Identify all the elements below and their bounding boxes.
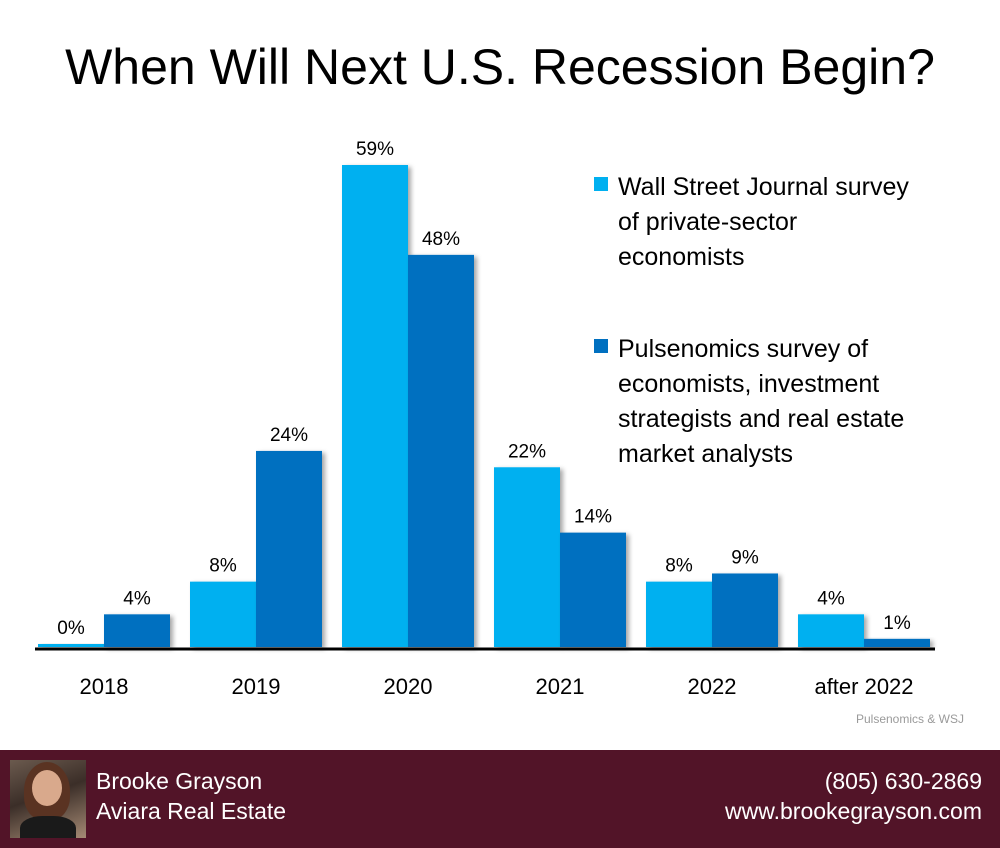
bar-after-2022-series-2 bbox=[864, 638, 930, 647]
chart-title: When Will Next U.S. Recession Begin? bbox=[65, 39, 935, 95]
legend-label-wsj: Wall Street Journal survey of private-se… bbox=[618, 170, 958, 275]
bar-2020-series-2 bbox=[408, 254, 474, 647]
bar-2019-series-1 bbox=[190, 581, 256, 647]
agent-photo bbox=[10, 760, 86, 838]
website-link[interactable]: www.brookegrayson.com bbox=[725, 798, 982, 824]
contact-footer: Brooke Grayson Aviara Real Estate (805) … bbox=[0, 750, 1000, 848]
legend-line: market analysts bbox=[618, 440, 794, 468]
legend-line: economists bbox=[618, 243, 745, 271]
source-note: Pulsenomics & WSJ bbox=[855, 712, 964, 726]
data-label: 59% bbox=[356, 139, 394, 160]
legend-swatch-wsj bbox=[594, 177, 608, 191]
x-tick-label: 2020 bbox=[384, 674, 433, 699]
legend-line: of private-sector bbox=[618, 208, 798, 236]
photo-body bbox=[20, 816, 76, 838]
legend-line: Wall Street Journal survey bbox=[618, 173, 909, 201]
bar-2019-series-2 bbox=[256, 450, 322, 647]
data-label: 0% bbox=[57, 618, 85, 639]
x-tick-label: 2022 bbox=[688, 674, 737, 699]
bar-chart: 0% 4% 8% 24% 59% 48% 22% 14% 8% 9% 4% 1% 2018 2019 20… bbox=[35, 139, 935, 699]
data-label: 14% bbox=[574, 507, 612, 528]
x-tick-label: 2019 bbox=[232, 674, 281, 699]
data-label: 8% bbox=[665, 556, 693, 577]
bar-2018-series-1 bbox=[38, 644, 104, 647]
bar-2021-series-2 bbox=[560, 532, 626, 647]
agent-company: Aviara Real Estate bbox=[96, 798, 287, 824]
phone-number[interactable]: (805) 630-2869 bbox=[824, 768, 982, 794]
bar-2018-series-2 bbox=[104, 614, 170, 647]
bar-2021-series-1 bbox=[494, 467, 560, 647]
legend-line: Pulsenomics survey of bbox=[618, 335, 869, 363]
legend-label-pulsenomics: Pulsenomics survey of economists, invest… bbox=[618, 332, 958, 472]
bar-after-2022-series-1 bbox=[798, 614, 864, 647]
contact-info: (805) 630-2869 www.brookegrayson.com bbox=[725, 766, 982, 826]
legend-swatch-pulsenomics bbox=[594, 339, 608, 353]
bar-2020-series-1 bbox=[342, 165, 408, 647]
legend-line: strategists and real estate bbox=[618, 405, 905, 433]
data-label: 48% bbox=[422, 229, 460, 250]
data-label: 8% bbox=[209, 556, 237, 577]
agent-info: Brooke Grayson Aviara Real Estate bbox=[96, 766, 286, 826]
x-tick-label: after 2022 bbox=[814, 674, 913, 699]
data-label: 1% bbox=[883, 613, 911, 634]
photo-face bbox=[32, 770, 62, 806]
data-label: 24% bbox=[270, 425, 308, 446]
x-tick-label: 2021 bbox=[536, 674, 585, 699]
bar-2022-series-2 bbox=[712, 573, 778, 647]
legend-line: economists, investment bbox=[618, 370, 880, 398]
data-label: 22% bbox=[508, 441, 546, 462]
x-tick-label: 2018 bbox=[80, 674, 129, 699]
data-label: 4% bbox=[123, 588, 151, 609]
bar-2022-series-1 bbox=[646, 581, 712, 647]
data-label: 4% bbox=[817, 588, 845, 609]
agent-name: Brooke Grayson bbox=[96, 768, 263, 794]
data-label: 9% bbox=[731, 547, 759, 568]
